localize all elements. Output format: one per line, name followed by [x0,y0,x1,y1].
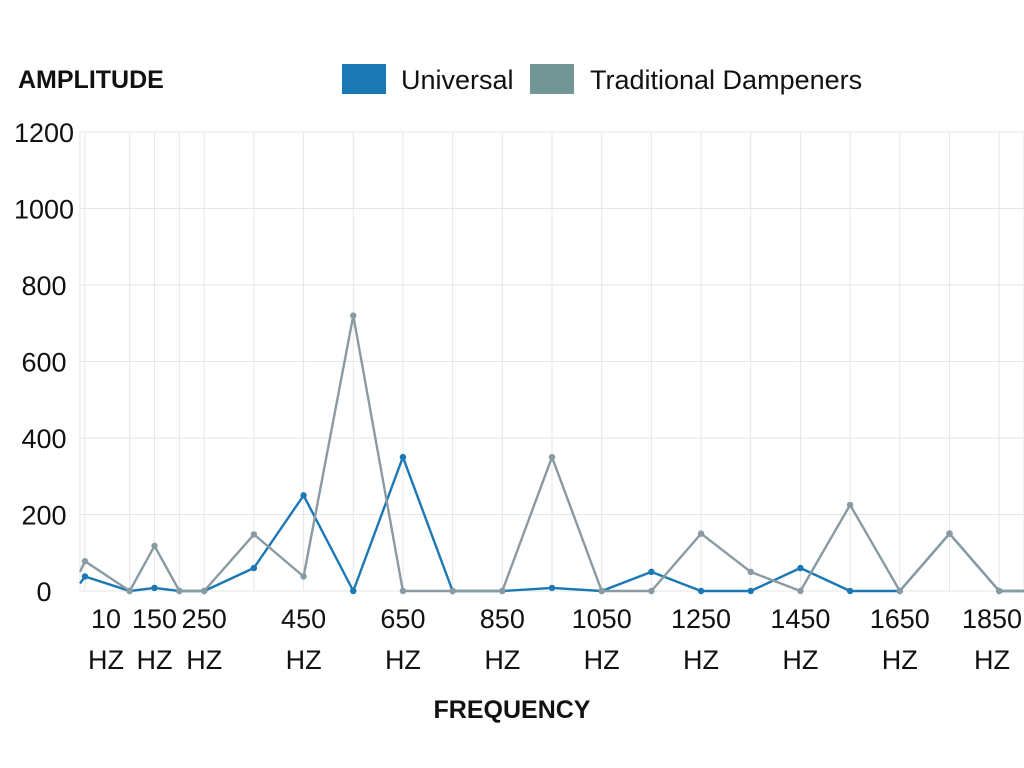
x-tick-label: 1650 [870,604,930,634]
data-point-traditional-dampeners [995,587,1003,595]
x-tick-unit: HZ [782,645,818,675]
y-axis-title: AMPLITUDE [18,66,164,94]
x-tick-unit: HZ [137,645,173,675]
y-tick-label: 200 [21,501,66,531]
x-tick-label: 1050 [572,604,632,634]
x-tick-label: 850 [480,604,525,634]
x-tick-unit: HZ [584,645,620,675]
data-point-universal [151,584,158,592]
x-tick-label: 1450 [770,604,830,634]
x-tick-label: 1250 [671,604,731,634]
x-tick-label: 10 [91,604,121,634]
x-axis-title: FREQUENCY [434,696,591,724]
data-point-traditional-dampeners [449,587,456,595]
data-point-traditional-dampeners [598,587,605,595]
data-point-traditional-dampeners [399,587,407,595]
data-point-universal [797,564,804,572]
x-tick-unit: HZ [186,645,222,675]
chart-series [78,312,1024,595]
data-point-traditional-dampeners [81,557,89,565]
y-axis-ticks: 0 200 400 600 800 1000 1200 [14,118,74,607]
data-point-universal [846,587,854,595]
data-point-traditional-dampeners [846,501,854,509]
data-point-traditional-dampeners [747,568,754,576]
data-point-universal [747,587,754,595]
x-tick-unit: HZ [286,645,322,675]
x-tick-unit: HZ [683,645,719,675]
data-point-traditional-dampeners [126,587,133,595]
y-tick-label: 400 [21,424,66,454]
chart-gridlines [79,131,1024,592]
data-point-universal [81,573,89,580]
x-tick-unit: HZ [882,645,918,675]
x-tick-label: 450 [281,604,326,634]
data-point-universal [300,492,307,499]
y-tick-label: 1000 [14,195,74,225]
data-point-traditional-dampeners [896,587,903,595]
x-tick-label: 150 [132,604,177,634]
data-point-traditional-dampeners [350,312,357,319]
x-tick-label: 250 [182,604,227,634]
y-tick-label: 1200 [14,118,74,148]
x-tick-label: 1850 [962,604,1022,634]
data-point-traditional-dampeners [697,530,705,537]
data-point-traditional-dampeners [499,587,506,595]
x-tick-unit: HZ [974,645,1010,675]
legend-swatch-universal [342,64,386,94]
data-point-traditional-dampeners [946,530,953,537]
data-point-traditional-dampeners [176,587,183,595]
data-point-traditional-dampeners [648,587,655,595]
data-point-universal [697,587,705,595]
y-tick-label: 800 [21,271,66,301]
legend-swatch-traditional-dampeners [530,64,574,94]
data-point-traditional-dampeners [300,573,307,580]
data-point-traditional-dampeners [548,453,556,461]
y-tick-label: 0 [36,577,51,607]
data-point-universal [350,587,357,595]
x-tick-unit: HZ [385,645,421,675]
data-point-universal [250,564,258,572]
y-tick-label: 600 [21,348,66,378]
data-point-universal [548,584,556,592]
chart-legend: Universal Traditional Dampeners [342,64,862,95]
x-tick-unit: HZ [484,645,520,675]
x-axis-ticks: 10 HZ 150 HZ 250 HZ 450 HZ 650 HZ 850 HZ 1050 HZ 1250 H… [88,604,1022,675]
legend-label-traditional-dampeners: Traditional Dampeners [590,65,862,95]
data-point-traditional-dampeners [151,542,158,550]
data-point-traditional-dampeners [201,587,208,595]
data-point-universal [648,568,655,576]
data-point-traditional-dampeners [250,531,258,538]
x-tick-label: 650 [380,604,425,634]
legend-label-universal: Universal [401,65,514,95]
x-tick-unit: HZ [88,645,124,675]
data-point-universal [399,453,407,461]
data-point-traditional-dampeners [797,587,804,595]
